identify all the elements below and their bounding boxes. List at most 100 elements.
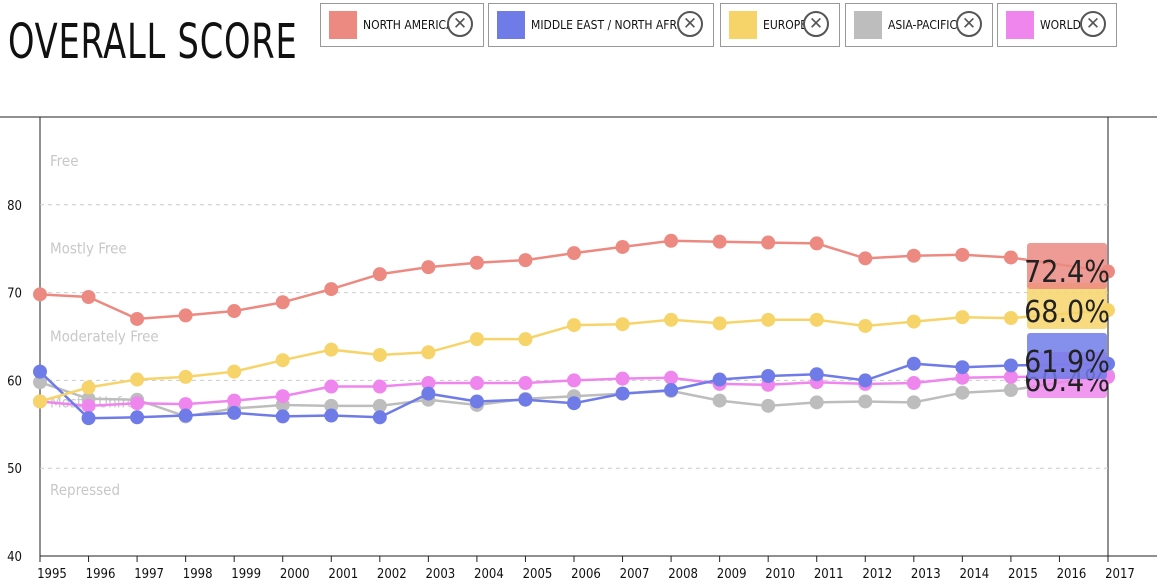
- legend-swatch: [854, 11, 882, 39]
- legend-item[interactable]: MIDDLE EAST / NORTH AFRICA ✕: [488, 3, 714, 47]
- data-point: [227, 304, 242, 319]
- close-icon[interactable]: ✕: [677, 11, 703, 37]
- data-point: [615, 386, 630, 401]
- data-point: [421, 260, 436, 275]
- band-label: Moderately Free: [50, 328, 159, 346]
- data-point: [178, 369, 193, 384]
- x-tick-label: 2011: [814, 567, 844, 582]
- x-tick-label: 2010: [765, 567, 795, 582]
- data-point: [567, 396, 581, 411]
- data-point: [275, 353, 290, 368]
- x-tick-label: 2004: [474, 567, 504, 582]
- data-point: [858, 394, 873, 409]
- legend-item[interactable]: EUROPE ✕: [720, 3, 840, 47]
- data-point: [955, 310, 970, 325]
- data-point: [761, 312, 776, 327]
- data-point: [324, 342, 339, 357]
- data-point: [1003, 358, 1018, 373]
- data-point: [324, 408, 339, 423]
- x-tick-label: 2017: [1105, 567, 1135, 582]
- data-point: [761, 398, 776, 413]
- value-label-bg: [1027, 333, 1107, 379]
- data-point: [567, 246, 581, 261]
- data-point: [178, 408, 193, 423]
- data-point: [130, 396, 145, 411]
- chart-title: OVERALL SCORE: [8, 14, 298, 70]
- legend-swatch: [729, 11, 757, 39]
- x-tick-label: 1996: [86, 567, 116, 582]
- data-point: [81, 398, 96, 413]
- x-tick-label: 2003: [425, 567, 455, 582]
- close-icon[interactable]: ✕: [956, 11, 982, 37]
- data-point: [906, 314, 921, 329]
- data-point: [324, 398, 339, 413]
- data-point: [81, 289, 96, 304]
- legend-item[interactable]: ASIA-PACIFIC ✕: [845, 3, 993, 47]
- data-point: [130, 410, 145, 425]
- band-label: Mostly Unfree: [50, 393, 143, 411]
- data-point: [469, 376, 484, 391]
- data-point: [567, 373, 581, 388]
- x-tick-label: 1999: [231, 567, 261, 582]
- y-tick-label: 60: [7, 374, 22, 389]
- data-point: [1003, 311, 1018, 326]
- x-tick-label: 2008: [668, 567, 698, 582]
- data-point: [372, 267, 387, 282]
- data-point: [469, 394, 484, 409]
- data-point: [615, 317, 630, 332]
- data-point: [664, 383, 679, 398]
- band-label: Mostly Free: [50, 240, 127, 258]
- data-point: [906, 248, 921, 263]
- y-tick-label: 70: [7, 287, 22, 302]
- series: [33, 303, 1115, 409]
- data-point: [1003, 383, 1018, 398]
- data-point: [664, 233, 679, 248]
- data-point: [33, 364, 47, 379]
- series-line: [39, 362, 1109, 420]
- data-point: [712, 393, 727, 408]
- data-point: [615, 239, 630, 254]
- legend-label: MIDDLE EAST / NORTH AFRICA: [531, 18, 696, 32]
- data-point: [275, 389, 290, 404]
- y-tick-label: 80: [7, 199, 22, 214]
- close-icon[interactable]: ✕: [803, 11, 829, 37]
- data-point: [567, 318, 581, 333]
- data-point: [664, 312, 679, 327]
- data-point: [664, 370, 679, 385]
- close-icon[interactable]: ✕: [447, 11, 473, 37]
- data-point: [227, 364, 242, 379]
- legend-label: ASIA-PACIFIC: [888, 18, 958, 32]
- data-point: [518, 253, 533, 268]
- data-point: [712, 372, 727, 387]
- data-point: [955, 360, 970, 375]
- data-point: [372, 398, 387, 413]
- data-point: [518, 332, 533, 347]
- series-line: [39, 373, 1109, 418]
- x-tick-label: 2015: [1008, 567, 1038, 582]
- value-label: 61.9%: [1024, 345, 1110, 380]
- data-point: [469, 255, 484, 270]
- y-tick-label: 40: [7, 550, 22, 565]
- data-point: [421, 386, 436, 401]
- legend-item[interactable]: NORTH AMERICA ✕: [320, 3, 484, 47]
- x-tick-label: 2002: [377, 567, 407, 582]
- data-point: [858, 251, 873, 266]
- data-point: [761, 369, 776, 384]
- legend-swatch: [497, 11, 525, 39]
- close-icon[interactable]: ✕: [1080, 11, 1106, 37]
- data-point: [1003, 250, 1018, 265]
- x-tick-label: 1998: [183, 567, 213, 582]
- data-point: [712, 316, 727, 331]
- band-label: Repressed: [50, 481, 120, 499]
- data-point: [518, 392, 533, 407]
- x-tick-label: 2000: [280, 567, 310, 582]
- data-point: [906, 395, 921, 410]
- legend-item[interactable]: WORLD ✕: [997, 3, 1117, 47]
- data-point: [906, 356, 921, 371]
- data-point: [809, 395, 824, 410]
- data-point: [615, 371, 630, 386]
- x-tick-label: 2016: [1057, 567, 1087, 582]
- y-tick-label: 50: [7, 462, 22, 477]
- data-point: [324, 379, 339, 394]
